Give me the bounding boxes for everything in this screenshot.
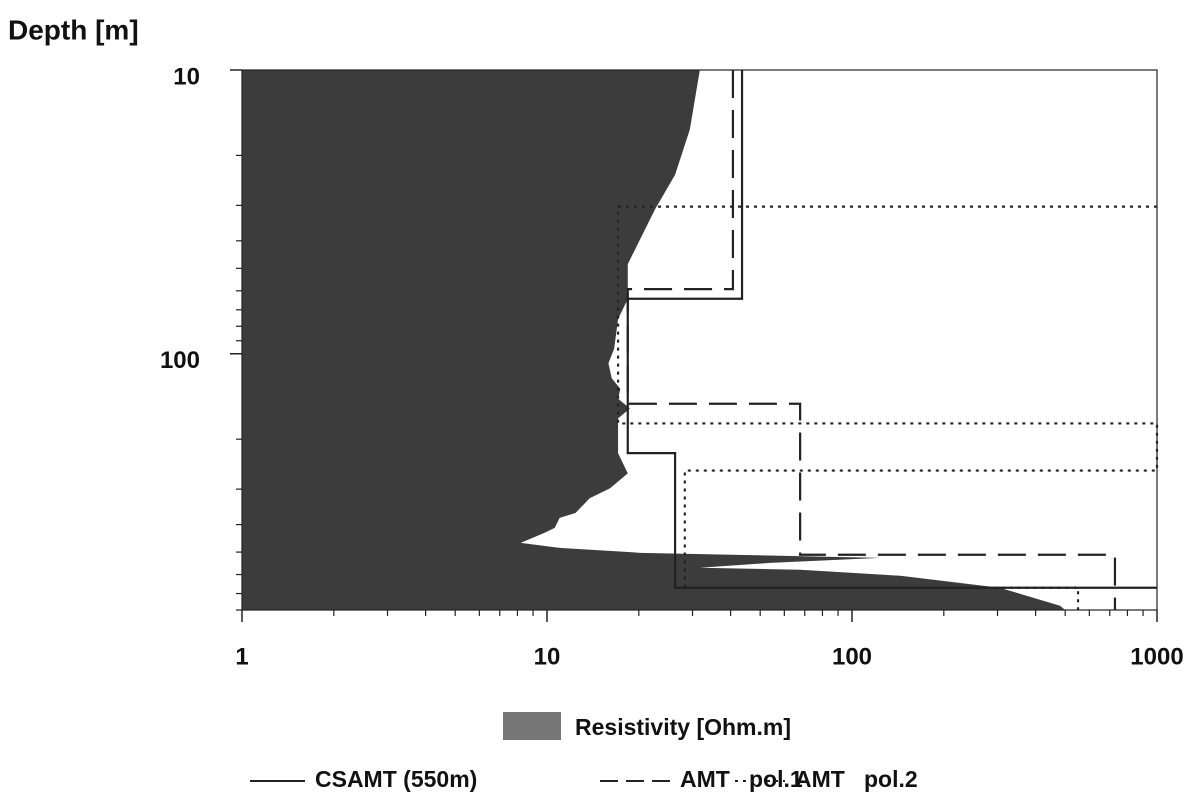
legend-label: CSAMT (550m) <box>315 766 477 792</box>
x-tick-label: 1 <box>235 643 248 670</box>
model-line <box>616 205 1159 610</box>
plot-frame <box>241 69 1158 611</box>
x-tick-label: 1000 <box>1130 643 1183 670</box>
y-axis-label: Depth [m] <box>8 14 139 45</box>
legend-label: Resistivity [Ohm.m] <box>575 714 791 740</box>
legend-label: AMT pol.1 <box>680 766 803 792</box>
y-tick-label: 100 <box>160 347 200 374</box>
x-tick-label: 100 <box>832 643 872 670</box>
model-line <box>626 70 1157 589</box>
y-tick-label: 10 <box>173 63 200 90</box>
x-tick-label: 10 <box>534 643 561 670</box>
legend-swatch <box>503 712 561 740</box>
model-line <box>626 70 1117 610</box>
resistivity-area <box>242 70 1066 610</box>
legend-label: AMT pol.2 <box>795 766 918 792</box>
